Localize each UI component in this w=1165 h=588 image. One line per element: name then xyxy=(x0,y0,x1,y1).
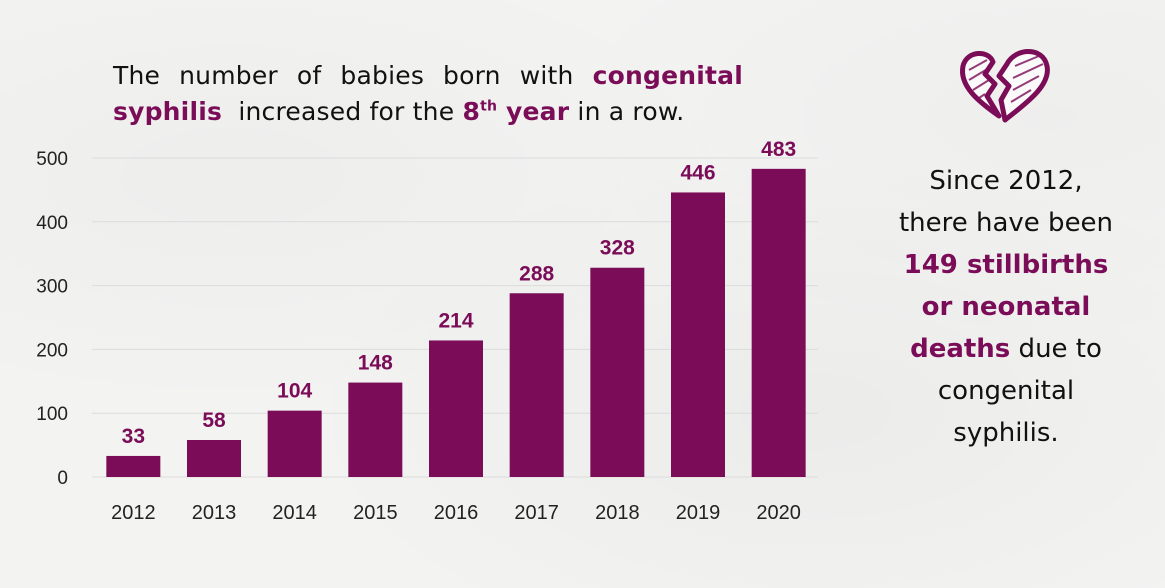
y-tick-label: 500 xyxy=(36,149,68,170)
data-label: 148 xyxy=(358,352,393,375)
x-tick-label: 2018 xyxy=(595,502,640,524)
y-tick-label: 200 xyxy=(36,340,68,361)
x-tick-label: 2012 xyxy=(111,502,156,524)
headline-highlight-year-num: 8 xyxy=(462,97,481,126)
callout-text: Since 2012, there have been xyxy=(898,166,1114,238)
data-label: 288 xyxy=(519,262,554,285)
data-label: 214 xyxy=(438,309,473,332)
x-tick-label: 2017 xyxy=(514,502,559,524)
callout-text: due to congenital syphilis. xyxy=(937,334,1102,448)
data-label: 58 xyxy=(202,409,226,432)
bar xyxy=(187,439,241,477)
x-tick-label: 2020 xyxy=(756,502,801,524)
data-labels: 33 58 104 148 214 288 328 446 483 xyxy=(122,138,797,448)
data-label: 328 xyxy=(600,237,635,260)
bar xyxy=(348,382,403,477)
x-tick-label: 2015 xyxy=(353,502,398,524)
headline-highlight-disease: congenital syphilis xyxy=(113,61,743,126)
headline-text: increased for the xyxy=(222,97,463,126)
broken-heart-icon xyxy=(955,40,1055,124)
data-label: 104 xyxy=(277,380,312,403)
bar xyxy=(267,410,322,477)
data-label: 483 xyxy=(761,138,796,161)
x-axis-ticks: 2012 2013 2014 2015 2016 2017 2018 2019 2020 xyxy=(111,502,801,524)
y-tick-label: 400 xyxy=(36,213,68,234)
bar xyxy=(751,168,806,477)
bar xyxy=(429,340,483,477)
chart-headline: The number of babies born with congenita… xyxy=(113,58,743,130)
bar-chart: 0 100 200 300 400 500 33 58 104 148 214 288 328 446 4… xyxy=(36,138,818,524)
y-tick-label: 0 xyxy=(57,468,68,489)
headline-text: The number of babies born with xyxy=(113,61,593,90)
bar xyxy=(509,293,564,477)
data-label: 446 xyxy=(680,161,715,184)
y-axis-ticks: 0 100 200 300 400 500 xyxy=(36,149,68,489)
x-tick-label: 2016 xyxy=(434,502,479,524)
data-label: 33 xyxy=(122,425,145,448)
y-tick-label: 300 xyxy=(36,277,68,298)
bar xyxy=(590,267,645,477)
x-tick-label: 2013 xyxy=(192,502,237,524)
x-tick-label: 2014 xyxy=(272,502,317,524)
headline-highlight-year: year xyxy=(497,97,570,126)
bar xyxy=(671,192,725,477)
x-tick-label: 2019 xyxy=(676,502,721,524)
headline-superscript: th xyxy=(480,98,498,115)
bars xyxy=(106,168,806,477)
bar xyxy=(106,455,161,477)
y-tick-label: 100 xyxy=(36,404,68,425)
callout-highlight: 149 stillbirths or neonatal deaths xyxy=(903,250,1109,364)
headline-text: in a row. xyxy=(569,97,685,126)
stillbirth-callout: Since 2012, there have been 149 stillbir… xyxy=(896,160,1116,454)
